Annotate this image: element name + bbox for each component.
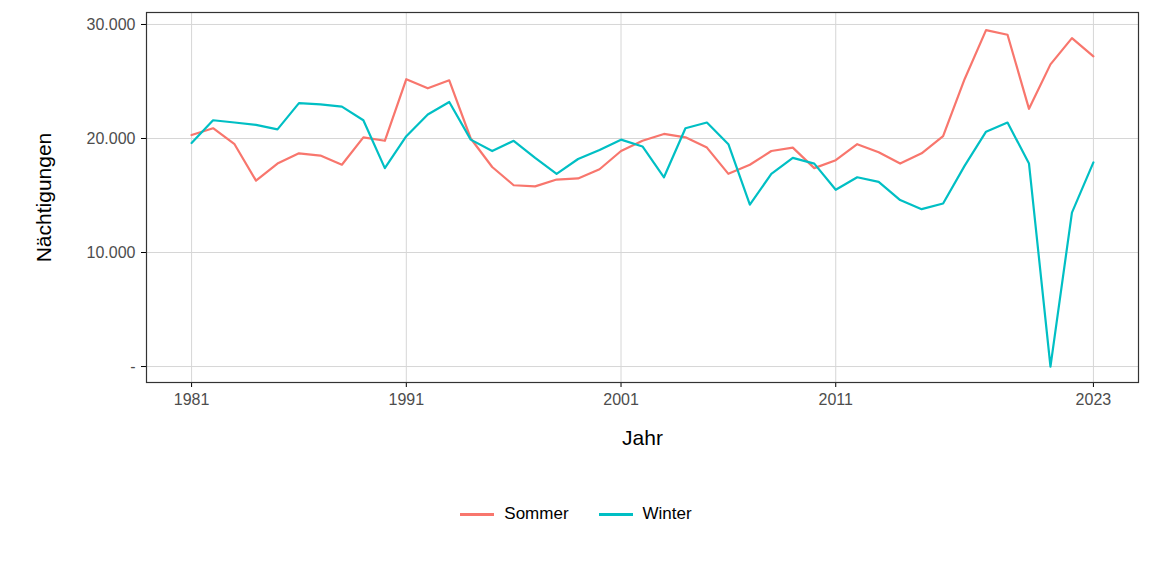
svg-text:10.000: 10.000 (87, 244, 136, 261)
svg-text:-: - (130, 358, 135, 375)
svg-text:1981: 1981 (174, 391, 210, 408)
svg-text:2023: 2023 (1076, 391, 1112, 408)
svg-text:2011: 2011 (819, 391, 854, 408)
svg-text:1991: 1991 (389, 391, 425, 408)
html-text:Winter: Winter (642, 504, 692, 523)
svg-text:Nächtigungen: Nächtigungen (32, 133, 55, 263)
svg-text:2001: 2001 (603, 391, 639, 408)
svg-text:Jahr: Jahr (622, 426, 663, 449)
svg-text:20.000: 20.000 (87, 130, 136, 147)
html-text:Sommer: Sommer (504, 504, 569, 523)
svg-text:30.000: 30.000 (87, 16, 136, 33)
